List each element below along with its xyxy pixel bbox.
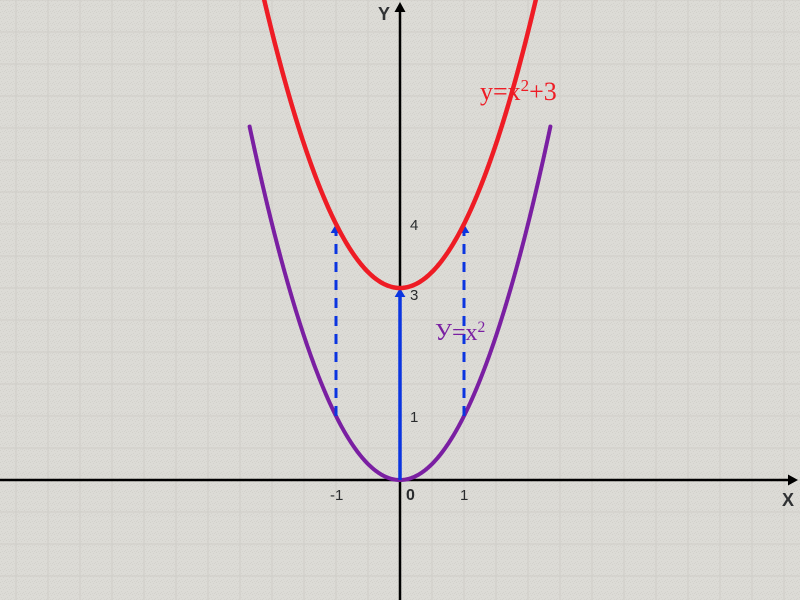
x-axis-label: X	[782, 490, 794, 510]
chart-svg: XY-101134У=x2y=x2+3	[0, 0, 800, 600]
tick-label: 1	[410, 409, 418, 426]
curve-label-yx2p3: y=x2+3	[480, 76, 557, 107]
y-axis-label: Y	[378, 4, 390, 24]
tick-label: 4	[410, 217, 418, 234]
chart-stage: XY-101134У=x2y=x2+3	[0, 0, 800, 600]
tick-label: 0	[406, 487, 415, 504]
tick-label: 3	[410, 287, 418, 304]
tick-label: -1	[330, 487, 343, 504]
tick-label: 1	[460, 487, 468, 504]
